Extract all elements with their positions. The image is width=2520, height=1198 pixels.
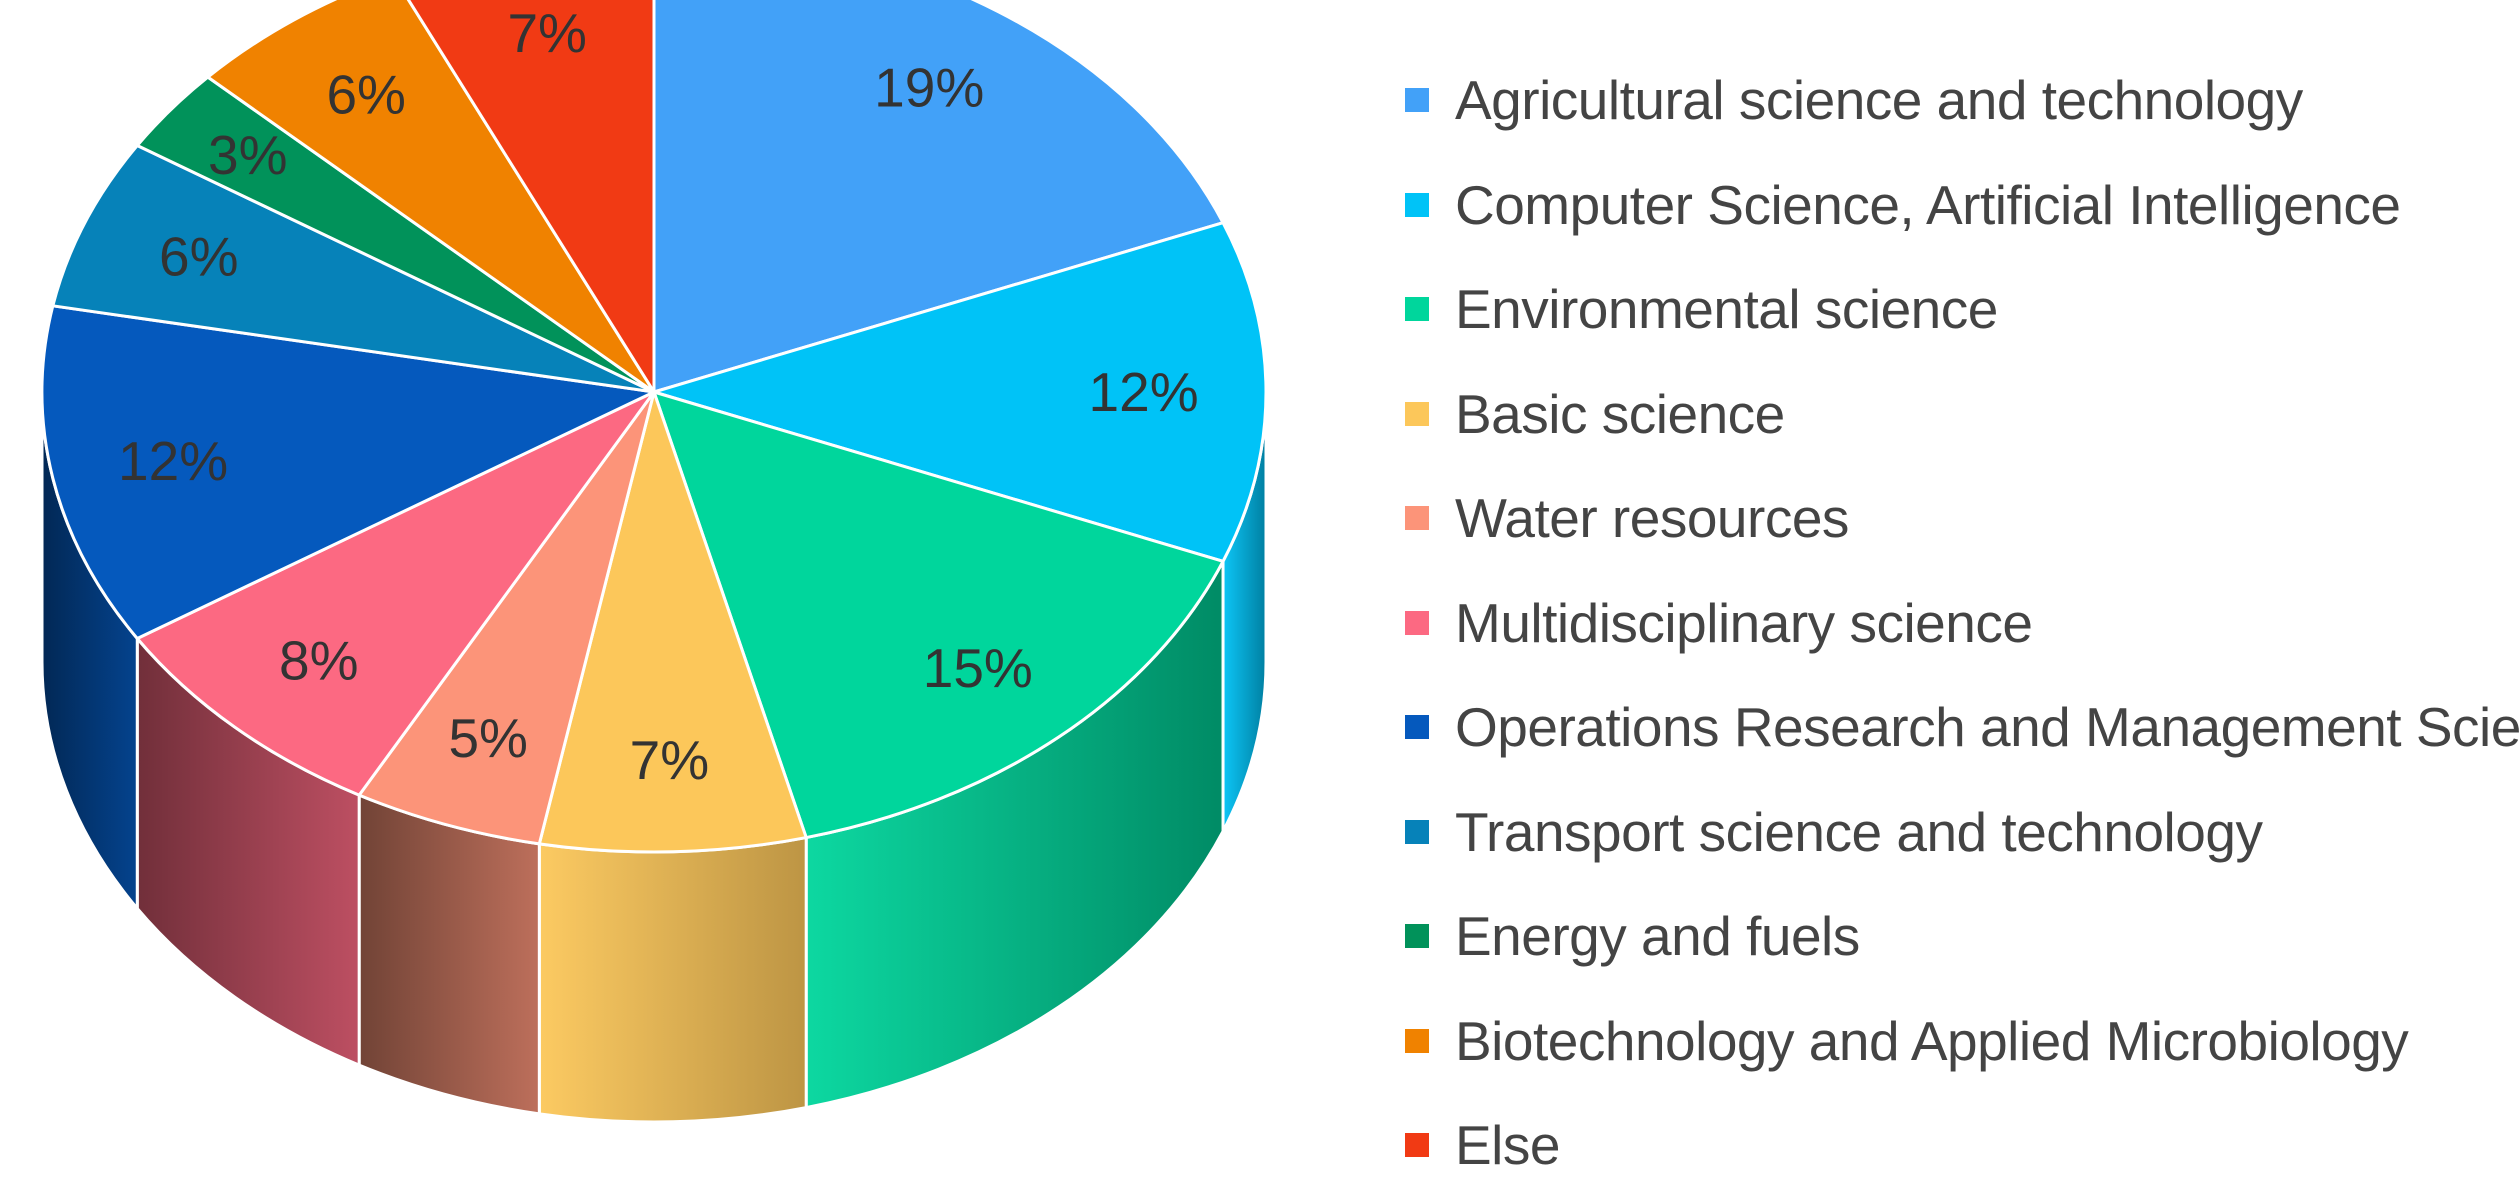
legend-item-else: Else xyxy=(1405,1093,2505,1198)
pie-side-basic-science xyxy=(537,835,808,1124)
pie-slice-environmental-science xyxy=(652,390,1225,840)
legend-swatch xyxy=(1405,192,1429,217)
pie-value-label-transport-science-and-technology: 6% xyxy=(159,226,239,288)
pie-value-label-basic-science: 7% xyxy=(630,729,710,791)
pie-top-slices xyxy=(40,0,1268,854)
legend-item-operations-research-and-management-science: Operations Research and Management Scien… xyxy=(1405,675,2520,780)
legend-item-agricultural-science-and-technology: Agricultural science and technology xyxy=(1405,48,2505,153)
legend-item-multidisciplinary-science: Multidisciplinary science xyxy=(1405,571,2505,676)
pie-slice-multidisciplinary-science xyxy=(135,390,656,797)
legend-label: Biotechnology and Applied Microbiology xyxy=(1455,1009,2409,1072)
pie-value-label-else: 7% xyxy=(507,2,587,64)
legend-swatch xyxy=(1405,297,1429,322)
pie-value-label-operations-research-and-management-science: 12% xyxy=(118,430,228,492)
legend-label: Operations Research and Management Scien… xyxy=(1455,696,2520,759)
legend-swatch xyxy=(1405,401,1429,426)
legend-swatch xyxy=(1405,924,1429,949)
legend-item-water-resources: Water resources xyxy=(1405,466,2505,571)
legend-label: Computer Science, Artificial Intelligenc… xyxy=(1455,173,2401,236)
pie-value-label-water-resources: 5% xyxy=(448,707,528,769)
legend-swatch xyxy=(1405,610,1429,635)
legend-label: Else xyxy=(1455,1114,1561,1177)
legend-item-basic-science: Basic science xyxy=(1405,362,2505,467)
legend-label: Transport science and technology xyxy=(1455,800,2263,863)
legend-item-transport-science-and-technology: Transport science and technology xyxy=(1405,780,2505,885)
legend-label: Environmental science xyxy=(1455,278,1998,341)
legend-label: Energy and fuels xyxy=(1455,905,1860,968)
pie-value-label-multidisciplinary-science: 8% xyxy=(279,629,359,691)
pie-value-label-energy-and-fuels: 3% xyxy=(208,124,288,186)
legend-label: Water resources xyxy=(1455,487,1849,550)
legend-swatch xyxy=(1405,506,1429,531)
legend-swatch xyxy=(1405,88,1429,113)
legend-item-environmental-science: Environmental science xyxy=(1405,257,2505,362)
pie-slice-basic-science xyxy=(537,390,808,854)
pie-side-water-resources xyxy=(357,792,541,1116)
pie-value-label-biotechnology-and-applied-microbiology: 6% xyxy=(326,63,406,125)
legend: Agricultural science and technology Compu… xyxy=(1405,48,2520,1198)
pie-slice-agricultural-science-and-technology xyxy=(652,0,1225,394)
pie-slice-else xyxy=(406,0,656,394)
pie-slice-biotechnology-and-applied-microbiology xyxy=(206,0,656,394)
pie-slice-transport-science-and-technology xyxy=(51,144,656,394)
legend-swatch xyxy=(1405,819,1429,844)
pie-slice-computer-science-artificial-intelligence xyxy=(652,221,1268,563)
legend-swatch xyxy=(1405,1133,1429,1158)
legend-item-computer-science-artificial-intelligence: Computer Science, Artificial Intelligenc… xyxy=(1405,153,2505,258)
pie-value-label-agricultural-science-and-technology: 19% xyxy=(874,57,984,119)
pie-slice-operations-research-and-management-science xyxy=(40,304,656,640)
legend-swatch xyxy=(1405,1028,1429,1053)
legend-label: Multidisciplinary science xyxy=(1455,591,2033,654)
pie-slice-water-resources xyxy=(357,390,656,846)
legend-item-energy-and-fuels: Energy and fuels xyxy=(1405,884,2505,989)
legend-label: Agricultural science and technology xyxy=(1455,69,2303,132)
pie-value-label-computer-science-artificial-intelligence: 12% xyxy=(1089,361,1199,423)
pie-value-labels: 19% 12% 15% 7% 5% 8% 12% 6% 3% 6% 7% xyxy=(118,2,1199,791)
pie-value-label-environmental-science: 15% xyxy=(923,637,1033,699)
legend-swatch xyxy=(1405,715,1429,740)
legend-item-biotechnology-and-applied-microbiology: Biotechnology and Applied Microbiology xyxy=(1405,989,2505,1094)
legend-label: Basic science xyxy=(1455,382,1785,445)
